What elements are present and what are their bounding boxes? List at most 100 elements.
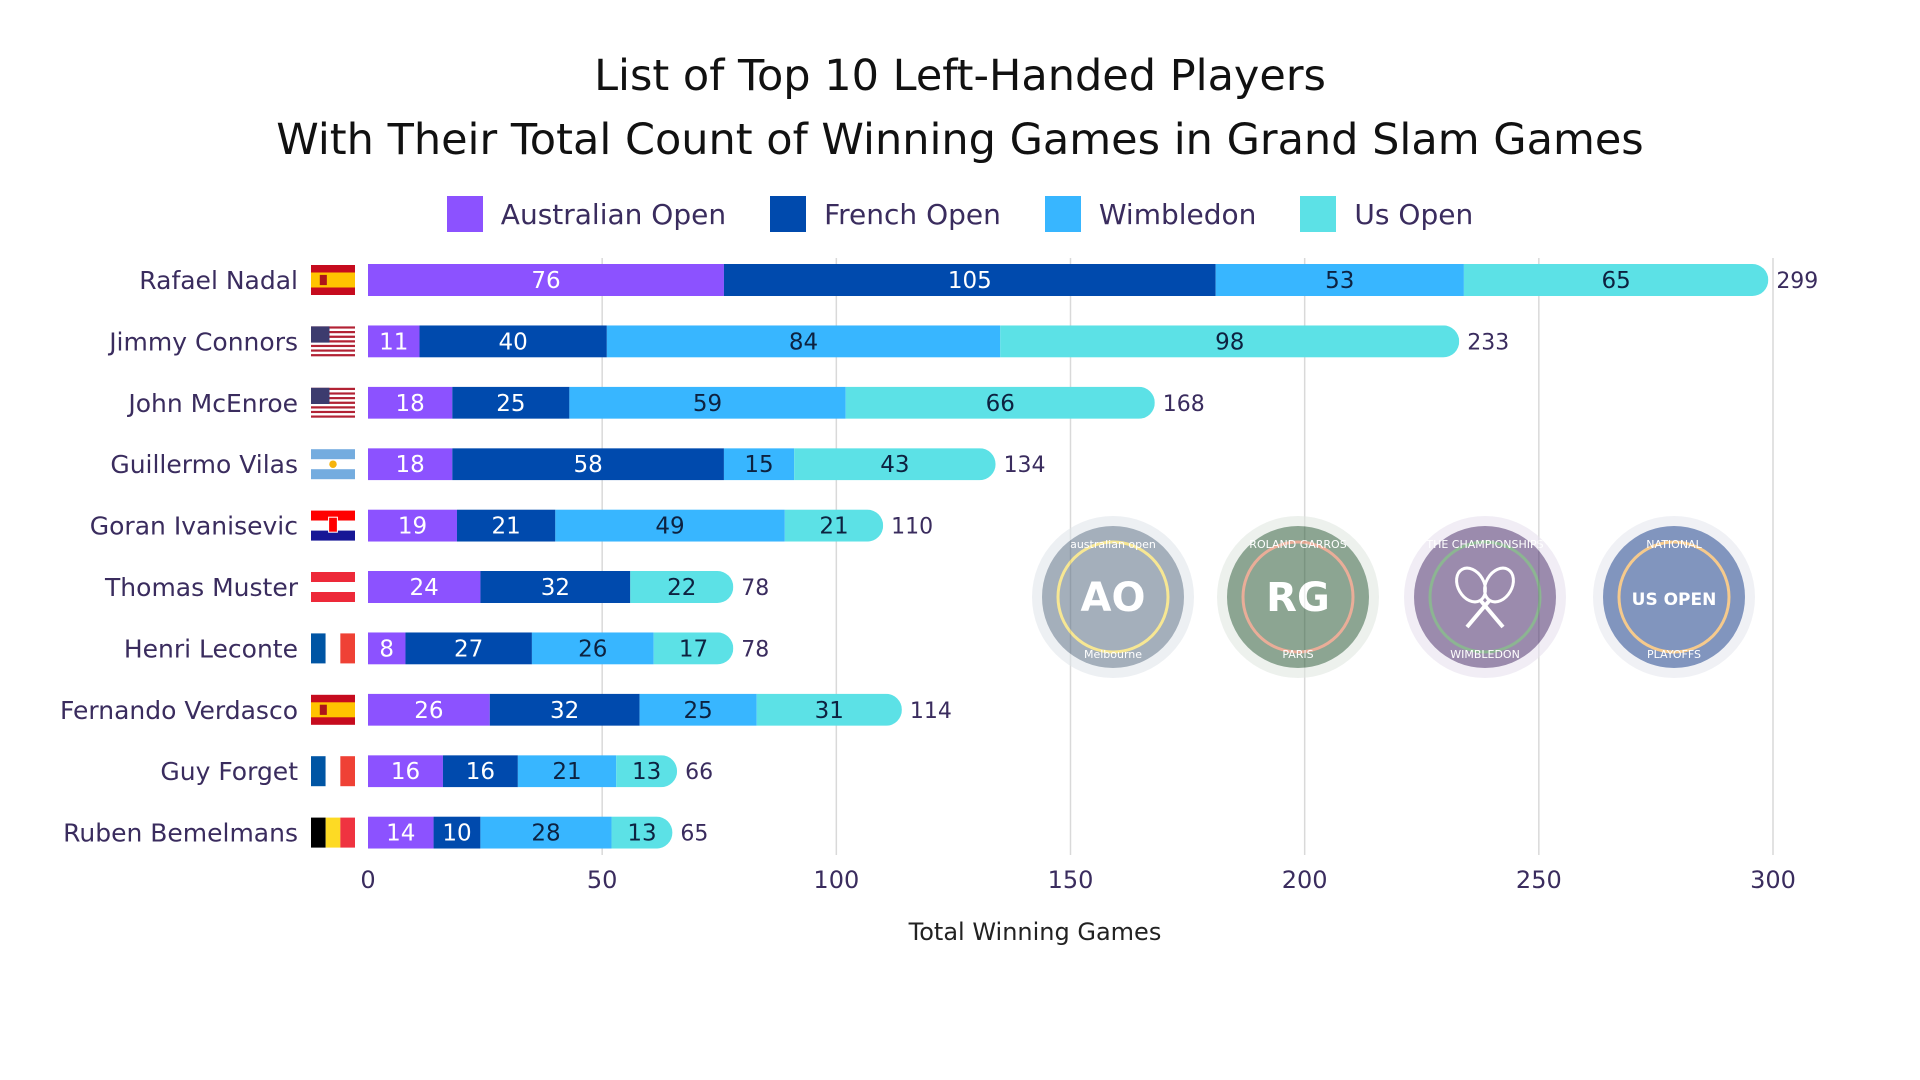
bar-segments [368, 509, 884, 542]
spain-flag [311, 265, 355, 295]
racket-head [1455, 566, 1487, 604]
logo-top-text: NATIONAL [1646, 538, 1702, 551]
total-value-label: 233 [1467, 330, 1509, 355]
logo-bottom-text: WIMBLEDON [1450, 648, 1520, 661]
logo-top-text: australian open [1070, 538, 1156, 551]
total-value-label: 110 [891, 515, 933, 540]
x-tick-label: 100 [813, 866, 859, 894]
austria-flag [311, 572, 355, 602]
legend-label: Wimbledon [1098, 197, 1257, 231]
bar-segment-french-open [405, 632, 532, 665]
bar-segment-us-open [1463, 264, 1769, 296]
x-tick-label: 250 [1516, 866, 1562, 894]
segment-value-label: 32 [541, 575, 570, 601]
chart-title-block: List of Top 10 Left-Handed Players With … [0, 44, 1920, 172]
bar-segments [368, 264, 1769, 296]
category-label: Jimmy Connors [107, 327, 298, 356]
bar-segment-french-open [452, 386, 570, 419]
segment-value-label: 31 [815, 698, 844, 724]
x-tick-label: 300 [1750, 866, 1796, 894]
chart-subtitle: With Their Total Count of Winning Games … [276, 115, 1644, 165]
segment-value-label: 98 [1215, 329, 1244, 355]
category-label: Rafael Nadal [139, 266, 298, 295]
segment-value-label: 14 [386, 821, 415, 847]
bar-segment-wimbledon [606, 325, 1001, 358]
category-label: Guillermo Vilas [110, 450, 298, 479]
segment-value-label: 26 [578, 636, 607, 662]
logo-center-text: RG [1266, 575, 1330, 621]
segment-value-label: 25 [496, 391, 525, 417]
segment-value-label: 84 [789, 329, 818, 355]
segment-value-label: 40 [499, 329, 528, 355]
bar-segment-australian-open [368, 386, 453, 419]
segment-value-label: 13 [632, 759, 661, 785]
bar-segment-australian-open [368, 325, 420, 358]
legend-item-australian-open: Australian Open [446, 196, 726, 232]
bar-segment-australian-open [368, 816, 434, 849]
bar-segment-australian-open [368, 693, 490, 726]
logo-top-text: THE CHAMPIONSHIPS [1425, 538, 1543, 551]
bar-segment-french-open [489, 693, 640, 726]
bar-segment-australian-open [368, 571, 481, 603]
x-tick-label: 150 [1048, 866, 1094, 894]
total-value-label: 66 [685, 760, 713, 785]
bar-segment-us-open [845, 386, 1155, 419]
total-value-label: 168 [1163, 392, 1205, 417]
segment-value-label: 10 [442, 821, 471, 847]
legend-item-wimbledon: Wimbledon [1044, 196, 1257, 232]
logo-disc [1227, 526, 1369, 668]
bar-segments [368, 325, 1460, 358]
legend-label: Us Open [1354, 197, 1474, 231]
x-tick-label: 0 [360, 866, 375, 894]
bar-segment-us-open [611, 816, 673, 849]
segment-value-label: 15 [744, 452, 773, 478]
roland-garros-logo: RG ROLAND GARROS PARIS [1217, 516, 1379, 678]
total-value-label: 78 [741, 637, 769, 662]
x-axis-ticks: 0 50 100 150 200 250 300 [360, 866, 1796, 894]
segment-value-label: 25 [684, 698, 713, 724]
bar-segments [368, 693, 902, 726]
bar-segment-french-open [456, 509, 556, 542]
bar-segment-australian-open [368, 632, 406, 665]
bar-segment-french-open [480, 571, 631, 603]
legend-item-us-open: Us Open [1300, 196, 1473, 232]
segment-value-label: 32 [550, 698, 579, 724]
bar-row-fernando-verdasco: 26 32 25 31 114 [368, 693, 952, 726]
croatia-flag [311, 510, 355, 541]
bar-segments [368, 755, 678, 788]
bar-row-goran-ivanisevic: 19 21 49 21 110 [368, 509, 933, 542]
segment-value-label: 24 [410, 575, 439, 601]
bar-segments [368, 386, 1155, 419]
usa-flag [311, 326, 355, 359]
logo-inner-ring [1617, 540, 1731, 654]
logo-inner-ring [1428, 540, 1542, 654]
logo-center-text: US OPEN [1632, 590, 1717, 610]
usa-flag [311, 387, 355, 421]
segment-value-label: 105 [948, 268, 992, 294]
bar-segment-wimbledon [639, 693, 757, 726]
bar-segment-french-open [723, 264, 1216, 296]
bar-row-john-mcenroe: 18 25 59 66 168 [368, 386, 1205, 419]
logo-center-text: AO [1081, 575, 1146, 621]
segment-value-label: 16 [466, 759, 495, 785]
belgium-flag [311, 817, 355, 848]
segment-value-label: 21 [492, 514, 521, 540]
bar-row-rafael-nadal: 76 105 53 65 299 [368, 264, 1818, 296]
legend: Australian Open French Open Wimbledon Us Op… [0, 196, 1920, 232]
logo-bottom-text: PARIS [1282, 648, 1313, 661]
logo-disc [1603, 526, 1745, 668]
legend-swatch [1044, 196, 1081, 232]
bar-segments [368, 448, 996, 481]
total-value-label: 65 [680, 822, 708, 847]
segment-value-label: 59 [693, 391, 722, 417]
segment-value-label: 49 [655, 514, 684, 540]
bar-segment-french-open [442, 755, 518, 788]
segment-value-label: 27 [454, 636, 483, 662]
australian-open-logo: AO australian open Melbourne [1032, 516, 1194, 678]
legend-swatch [446, 196, 483, 232]
total-value-label: 299 [1776, 269, 1818, 294]
bar-row-jimmy-connors: 11 40 84 98 233 [368, 325, 1509, 358]
segment-value-label: 18 [396, 391, 425, 417]
x-tick-label: 50 [587, 866, 618, 894]
segment-value-label: 21 [552, 759, 581, 785]
